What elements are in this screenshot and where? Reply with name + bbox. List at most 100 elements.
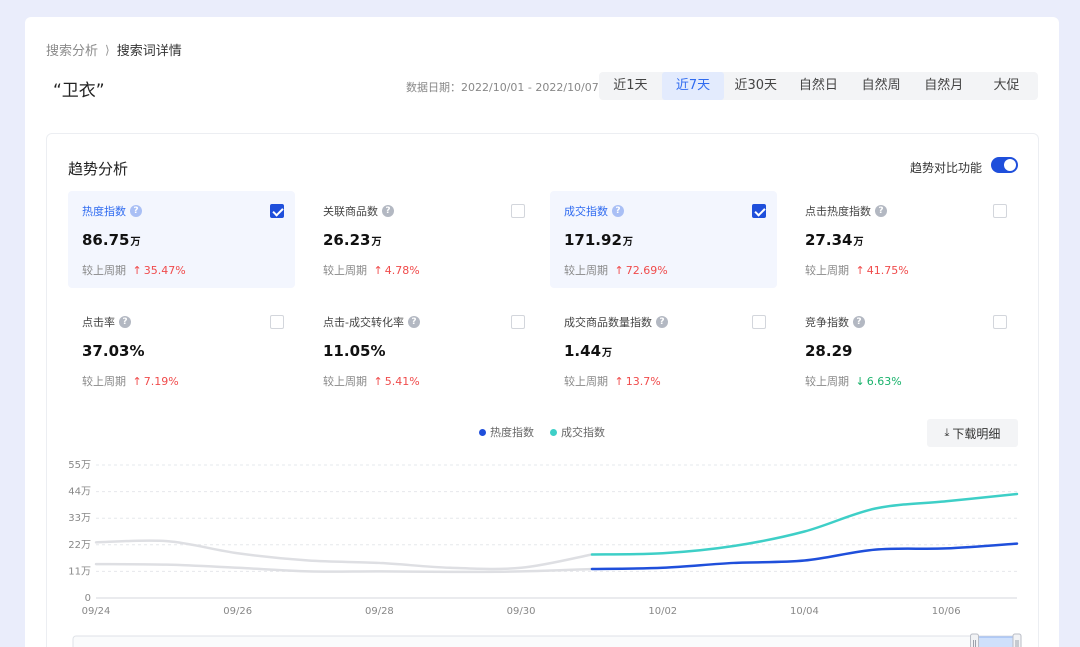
change-label: 较上周期 — [323, 375, 367, 388]
x-tick-label: 10/02 — [648, 606, 677, 617]
metric-change: 较上周期 ↑ 13.7% — [564, 373, 661, 389]
help-icon[interactable]: ? — [382, 205, 394, 217]
x-tick-label: 10/04 — [790, 606, 819, 617]
arrow-up-icon: ↑ — [852, 264, 865, 277]
metric-card-deal-index[interactable]: 成交指数? 171.92万 较上周期 ↑ 72.69% — [550, 191, 777, 288]
metric-name: 成交指数 — [564, 205, 608, 218]
download-icon: ⤓ — [944, 426, 950, 439]
change-label: 较上周期 — [82, 264, 126, 277]
metric-checkbox[interactable] — [270, 204, 284, 218]
zoom-slider-window — [974, 636, 1018, 647]
chevron-right-icon: ⟩ — [105, 42, 110, 57]
help-icon[interactable]: ? — [407, 316, 420, 328]
series-line-heat-index — [590, 542, 1019, 571]
chart-legend: 热度指数 成交指数 — [479, 424, 621, 440]
help-icon[interactable]: ? — [656, 316, 668, 328]
metric-card-click-conversion-rate[interactable]: 点击-成交转化率? 11.05% 较上周期 ↑ 5.41% — [309, 302, 536, 399]
tab-natural-month[interactable]: 自然月 — [924, 78, 964, 93]
metric-checkbox[interactable] — [752, 204, 766, 218]
change-label: 较上周期 — [564, 375, 608, 388]
metric-card-competition-index[interactable]: 竞争指数? 28.29 较上周期 ↓ 6.63% — [791, 302, 1018, 399]
legend-item-deal-index[interactable]: 成交指数 — [550, 424, 605, 440]
y-tick-label: 22万 — [68, 540, 91, 551]
metric-unit: 万 — [622, 237, 633, 248]
arrow-up-icon: ↑ — [370, 375, 383, 388]
metric-change: 较上周期 ↑ 41.75% — [805, 262, 909, 278]
metric-name: 竞争指数 — [805, 316, 849, 329]
arrow-up-icon: ↑ — [611, 375, 624, 388]
help-icon[interactable]: ? — [853, 316, 865, 328]
metric-title: 关联商品数? — [323, 203, 394, 219]
legend-dot — [550, 428, 557, 436]
metric-change: 较上周期 ↓ 6.63% — [805, 373, 902, 389]
metric-checkbox[interactable] — [993, 204, 1007, 218]
metric-title: 点击热度指数? — [805, 203, 887, 219]
metric-change: 较上周期 ↑ 35.47% — [82, 262, 186, 278]
tab-natural-week[interactable]: 自然周 — [861, 78, 901, 93]
date-range-tabs: 近1天 近7天 近30天 自然日 自然周 自然月 大促 — [599, 72, 1038, 100]
metric-checkbox[interactable] — [511, 315, 525, 329]
metric-value: 28.29 — [805, 342, 853, 360]
trend-analysis-card: 趋势分析 趋势对比功能 热度指数? 86.75万 较上周期 ↑ 35.47% 关联… — [46, 133, 1039, 647]
section-title: 趋势分析 — [68, 160, 129, 178]
change-value: 72.69% — [625, 264, 668, 277]
help-icon[interactable]: ? — [130, 205, 142, 217]
change-value: 35.47% — [143, 264, 186, 277]
legend-label: 热度指数 — [490, 426, 534, 439]
metric-value: 86.75万 — [82, 231, 140, 249]
metric-number: 27.34 — [805, 231, 853, 249]
help-icon[interactable]: ? — [875, 205, 887, 217]
metric-title: 点击率? — [82, 314, 131, 330]
metric-card-deal-quantity-index[interactable]: 成交商品数量指数? 1.44万 较上周期 ↑ 13.7% — [550, 302, 777, 399]
previous-period-line-heat — [94, 562, 594, 574]
tab-promotion[interactable]: 大促 — [993, 78, 1020, 93]
change-label: 较上周期 — [805, 375, 849, 388]
metric-checkbox[interactable] — [752, 315, 766, 329]
zoom-handle-right[interactable] — [1012, 633, 1022, 647]
metric-value: 11.05% — [323, 342, 386, 360]
metric-value: 27.34万 — [805, 231, 863, 249]
y-tick-label: 11万 — [68, 566, 91, 577]
metric-value: 37.03% — [82, 342, 145, 360]
arrow-up-icon: ↑ — [611, 264, 624, 277]
help-icon[interactable]: ? — [119, 316, 131, 328]
change-value: 6.63% — [866, 375, 902, 388]
metric-number: 171.92 — [564, 231, 622, 249]
download-details-button[interactable]: ⤓ 下载明细 — [927, 419, 1018, 447]
zoom-handle-left[interactable] — [970, 633, 980, 647]
metric-checkbox[interactable] — [993, 315, 1007, 329]
compare-toggle-label: 趋势对比功能 — [910, 161, 983, 175]
compare-toggle[interactable] — [991, 157, 1018, 173]
metric-title: 竞争指数? — [805, 314, 865, 330]
metric-card-click-heat-index[interactable]: 点击热度指数? 27.34万 较上周期 ↑ 41.75% — [791, 191, 1018, 288]
breadcrumb-parent-link[interactable]: 搜索分析 — [46, 44, 99, 59]
arrow-up-icon: ↑ — [370, 264, 383, 277]
metric-name: 关联商品数 — [323, 205, 378, 218]
metric-checkbox[interactable] — [270, 315, 284, 329]
help-icon[interactable]: ? — [612, 205, 624, 217]
tab-30days[interactable]: 近30天 — [734, 78, 777, 93]
tab-7days[interactable]: 近7天 — [661, 72, 725, 100]
zoom-slider-track — [72, 635, 1018, 647]
change-value: 4.78% — [384, 264, 420, 277]
metric-change: 较上周期 ↑ 5.41% — [323, 373, 420, 389]
metric-title: 热度指数? — [82, 203, 142, 219]
metric-card-related-products[interactable]: 关联商品数? 26.23万 较上周期 ↑ 4.78% — [309, 191, 536, 288]
metric-checkbox[interactable] — [511, 204, 525, 218]
metric-unit: 万 — [130, 237, 141, 248]
download-label: 下载明细 — [952, 426, 1001, 441]
metric-name: 点击-成交转化率 — [323, 316, 404, 329]
tab-1day[interactable]: 近1天 — [613, 78, 648, 93]
tab-natural-day[interactable]: 自然日 — [798, 78, 838, 93]
metric-number: 11.05% — [323, 342, 386, 360]
change-value: 7.19% — [143, 375, 179, 388]
y-tick-label: 55万 — [68, 460, 91, 471]
legend-item-heat-index[interactable]: 热度指数 — [479, 424, 534, 440]
arrow-down-icon: ↓ — [852, 375, 865, 388]
metric-card-heat-index[interactable]: 热度指数? 86.75万 较上周期 ↑ 35.47% — [68, 191, 295, 288]
metric-card-click-rate[interactable]: 点击率? 37.03% 较上周期 ↑ 7.19% — [68, 302, 295, 399]
x-tick-label: 10/06 — [932, 606, 961, 617]
date-range-label: 数据日期：2022/10/01 - 2022/10/07 — [406, 81, 599, 94]
arrow-up-icon: ↑ — [129, 264, 142, 277]
metric-number: 37.03% — [82, 342, 145, 360]
